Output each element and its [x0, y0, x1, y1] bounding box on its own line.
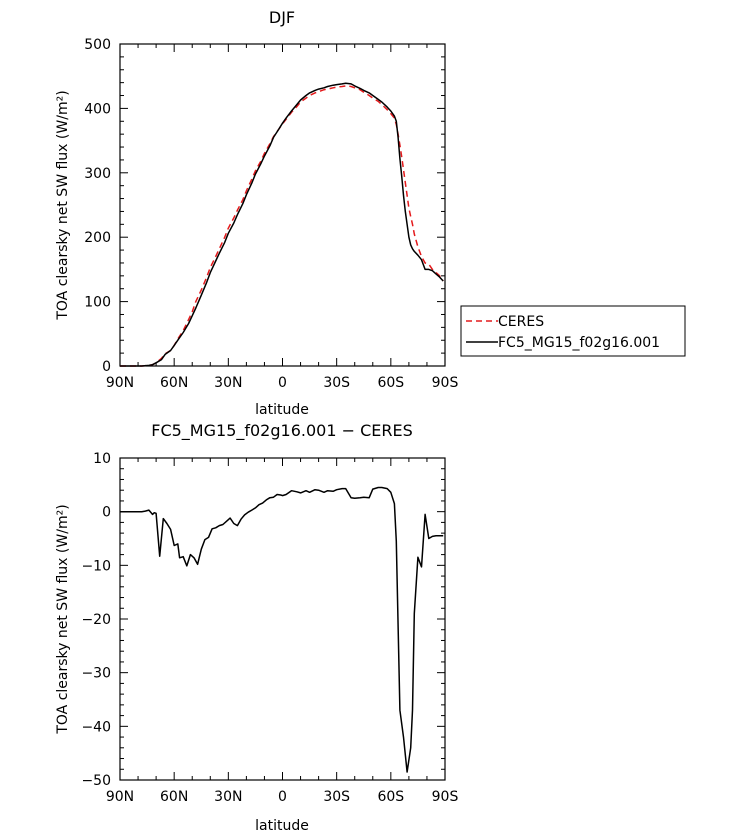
- y-tick-label: −40: [81, 719, 111, 735]
- x-tick-label: 60N: [160, 789, 188, 805]
- x-tick-label: 0: [278, 789, 287, 805]
- series-line-model: [120, 82, 444, 367]
- x-tick-label: 30S: [323, 789, 350, 805]
- plot-frame: [119, 43, 446, 367]
- y-tick-label: 0: [102, 505, 111, 521]
- y-axis-label: TOA clearsky net SW flux (W/m²): [55, 504, 71, 734]
- legend-label-model: FC5_MG15_f02g16.001: [498, 335, 660, 351]
- x-axis-label: latitude: [255, 818, 309, 834]
- y-tick-label: 0: [102, 359, 111, 375]
- chart-panel-djf: DJF 90N 60N 30N 0 30S 60S 90S 0 100 200 300 400 500…: [55, 8, 686, 418]
- y-tick-label: −50: [81, 773, 111, 789]
- y-tick-label: 10: [93, 451, 111, 467]
- series-lines: [120, 82, 444, 367]
- x-tick-label: 90N: [106, 375, 134, 391]
- y-tick-label: −20: [81, 612, 111, 628]
- x-tick-label: 60N: [160, 375, 188, 391]
- y-tick-label: 400: [84, 101, 111, 117]
- x-tick-label: 60S: [377, 789, 404, 805]
- series-line-ceres: [120, 85, 444, 367]
- x-tick-label: 0: [278, 375, 287, 391]
- y-tick-label: 100: [84, 295, 111, 311]
- x-tick-label: 90S: [432, 375, 459, 391]
- y-tick-label: −30: [81, 666, 111, 682]
- series-line-difference: [120, 486, 444, 773]
- series-lines: [120, 486, 444, 773]
- y-axis: 0 100 200 300 400 500: [84, 37, 445, 375]
- plot-area: [119, 43, 446, 367]
- chart-panel-difference: FC5_MG15_f02g16.001 − CERES 90N 60N 30N 0 30…: [55, 421, 458, 834]
- plot-area: [119, 457, 446, 781]
- legend-label-ceres: CERES: [498, 314, 544, 330]
- x-tick-label: 90N: [106, 789, 134, 805]
- y-tick-label: 300: [84, 166, 111, 182]
- x-tick-label: 90S: [432, 789, 459, 805]
- legend: CERES FC5_MG15_f02g16.001: [460, 305, 686, 357]
- x-tick-label: 30S: [323, 375, 350, 391]
- y-axis-label: TOA clearsky net SW flux (W/m²): [55, 90, 71, 320]
- x-tick-label: 60S: [377, 375, 404, 391]
- chart-title: DJF: [269, 8, 295, 27]
- y-tick-label: −10: [81, 558, 111, 574]
- y-axis: 10 0 −10 −20 −30 −40 −50: [81, 451, 445, 789]
- y-tick-label: 200: [84, 230, 111, 246]
- legend-box: [460, 305, 686, 357]
- y-tick-label: 500: [84, 37, 111, 53]
- x-axis-label: latitude: [255, 402, 309, 418]
- chart-title: FC5_MG15_f02g16.001 − CERES: [151, 421, 413, 441]
- x-tick-label: 30N: [214, 789, 242, 805]
- x-tick-label: 30N: [214, 375, 242, 391]
- plot-frame: [119, 457, 446, 781]
- x-axis: 90N 60N 30N 0 30S 60S 90S: [106, 44, 459, 391]
- x-axis: 90N 60N 30N 0 30S 60S 90S: [106, 458, 459, 805]
